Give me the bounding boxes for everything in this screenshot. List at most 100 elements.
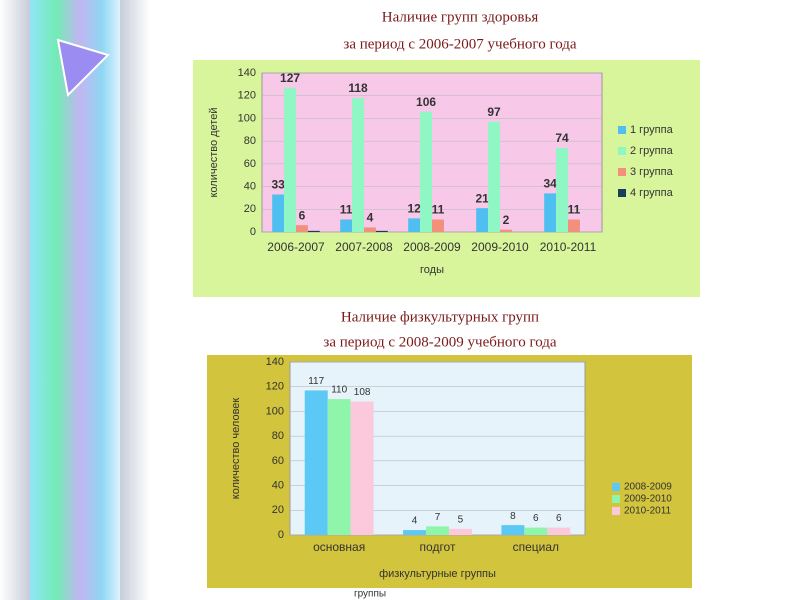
data-label: 6 (556, 513, 562, 524)
x-tick-label: 2009-2010 (471, 240, 529, 254)
decor-strip (30, 0, 120, 600)
data-label: 4 (412, 516, 418, 527)
bar (364, 227, 376, 232)
x-axis-label: физкультурные группы (379, 568, 496, 580)
footnote: группы (354, 589, 386, 600)
data-label: 108 (354, 387, 371, 398)
y-tick-label: 20 (272, 504, 284, 516)
data-label: 11 (568, 203, 581, 217)
bar (568, 219, 580, 232)
legend-swatch (618, 189, 626, 197)
data-label: 106 (416, 95, 436, 109)
data-label: 5 (458, 514, 464, 525)
y-tick-label: 80 (272, 430, 284, 442)
y-tick-label: 100 (238, 112, 256, 124)
chart-title: за период с 2006-2007 учебного года (343, 36, 577, 52)
bar (327, 399, 351, 535)
x-axis-label: годы (420, 264, 444, 276)
legend-swatch (618, 168, 626, 176)
bar (420, 111, 432, 232)
bar (556, 147, 568, 232)
data-label: 117 (308, 376, 324, 387)
legend-swatch (612, 483, 620, 491)
bar (375, 230, 388, 232)
y-tick-label: 120 (266, 381, 284, 393)
legend-swatch (618, 147, 626, 155)
bar (403, 530, 427, 535)
data-label: 8 (510, 511, 516, 522)
chart-title: за период с 2008-2009 учебного года (323, 334, 557, 350)
data-label: 7 (435, 512, 441, 523)
y-tick-label: 60 (272, 455, 284, 467)
decor (120, 0, 150, 600)
y-tick-label: 140 (238, 67, 256, 79)
bar (524, 527, 548, 535)
x-tick-label: 2008-2009 (403, 240, 461, 254)
legend-swatch (612, 495, 620, 503)
data-label: 6 (533, 513, 539, 524)
legend-label: 4 группа (630, 187, 674, 199)
bar (501, 525, 525, 535)
x-tick-label: подгот (420, 540, 456, 554)
bar (284, 87, 296, 232)
data-label: 97 (487, 105, 501, 119)
legend-label: 1 группа (630, 124, 674, 136)
bar (426, 526, 449, 535)
bar (352, 97, 364, 232)
legend-label: 2009-2010 (624, 494, 672, 505)
bar (272, 194, 285, 232)
y-tick-label: 60 (244, 158, 256, 170)
legend-swatch (612, 507, 620, 515)
y-axis-label: количество человек (230, 398, 242, 500)
bar (488, 121, 500, 232)
legend-swatch (618, 126, 626, 134)
x-tick-label: 2006-2007 (267, 240, 325, 254)
data-label: 127 (280, 71, 300, 85)
data-label: 33 (271, 178, 285, 192)
data-label: 12 (407, 202, 421, 216)
bar (408, 218, 421, 232)
y-tick-label: 0 (278, 529, 284, 541)
decor-arrow (56, 38, 110, 98)
data-label: 74 (555, 131, 569, 145)
bar (476, 208, 489, 232)
legend-label: 2008-2009 (624, 482, 672, 493)
data-label: 2 (503, 213, 510, 227)
bar (432, 219, 444, 232)
bar (307, 230, 320, 232)
data-label: 34 (543, 177, 557, 191)
bar (448, 528, 472, 535)
bar (547, 527, 571, 535)
y-axis-label: количество детей (208, 107, 220, 197)
x-tick-label: 2010-2011 (540, 240, 597, 254)
y-tick-label: 40 (244, 180, 256, 192)
y-tick-label: 140 (266, 356, 284, 368)
data-label: 118 (348, 81, 368, 95)
bar (304, 390, 328, 535)
data-label: 4 (367, 211, 374, 225)
y-tick-label: 80 (244, 135, 256, 147)
y-tick-label: 40 (272, 479, 284, 491)
y-tick-label: 0 (250, 226, 256, 238)
legend-label: 2 группа (630, 145, 674, 157)
x-tick-label: специал (513, 540, 559, 554)
y-tick-label: 120 (238, 90, 256, 102)
bar (544, 193, 557, 232)
x-tick-label: основная (313, 540, 365, 554)
y-tick-label: 20 (244, 203, 256, 215)
y-tick-label: 100 (266, 405, 284, 417)
bar (340, 219, 353, 232)
data-label: 11 (432, 203, 445, 217)
data-label: 21 (475, 191, 489, 205)
chart-title: Наличие групп здоровья (382, 9, 539, 25)
data-label: 11 (340, 203, 353, 217)
data-label: 6 (299, 208, 306, 222)
bar (296, 225, 308, 232)
bar (500, 229, 512, 232)
decor (0, 0, 30, 600)
chart-title: Наличие физкультурных групп (341, 309, 539, 325)
x-tick-label: 2007-2008 (335, 240, 393, 254)
legend-label: 3 группа (630, 166, 674, 178)
